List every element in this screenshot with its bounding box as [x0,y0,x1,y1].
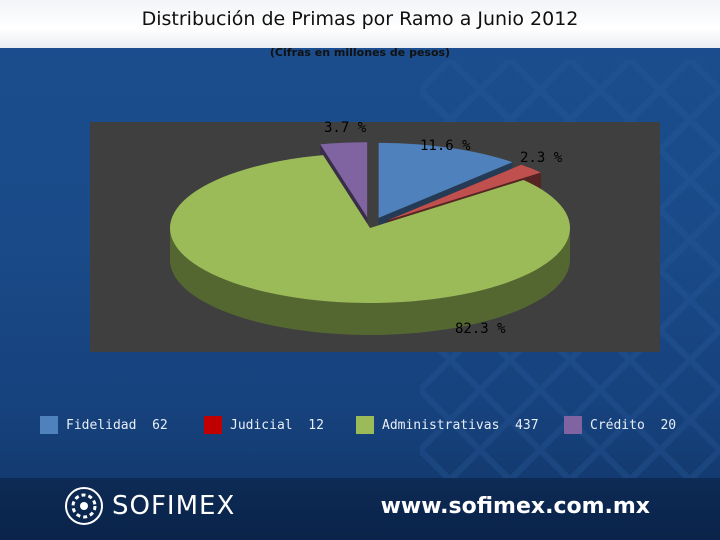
slice-edge [170,228,570,335]
slice-top [169,155,570,303]
legend-item-administrativas: Administrativas 437 [356,412,539,438]
slice-top [387,164,541,221]
legend-swatch [40,416,58,434]
legend: Fidelidad 62 Judicial 12 Administrativas… [0,412,720,438]
legend-item-fidelidad: Fidelidad 62 [40,412,168,438]
slice-top [378,142,513,218]
data-label-fidelidad: 11.6 % [420,138,471,154]
brand-name: SOFIMEX [112,491,236,521]
website-link[interactable]: www.sofimex.com.mx [380,494,650,519]
slice-top [320,142,368,218]
legend-swatch [356,416,374,434]
pie-slice-administrativas [169,155,570,335]
legend-swatch [564,416,582,434]
data-label-administrativas: 82.3 % [455,321,506,337]
data-label-crédito: 3.7 % [324,120,367,136]
sofimex-logo: SOFIMEX [64,486,235,526]
footer: SOFIMEX www.sofimex.com.mx [0,478,720,540]
chart-title: Distribución de Primas por Ramo a Junio … [141,8,579,30]
legend-label: Crédito 20 [590,417,677,433]
legend-swatch [204,416,222,434]
legend-label: Administrativas 437 [382,417,539,433]
legend-item-credito: Crédito 20 [564,412,676,438]
data-label-judicial: 2.3 % [520,150,563,166]
chart-subtitle: (Cifras en millones de pesos) [269,46,451,59]
legend-label: Judicial 12 [230,417,324,433]
legend-label: Fidelidad 62 [66,417,168,433]
legend-item-judicial: Judicial 12 [204,412,324,438]
header-bar [0,0,720,48]
sofimex-emblem-icon [65,487,103,525]
